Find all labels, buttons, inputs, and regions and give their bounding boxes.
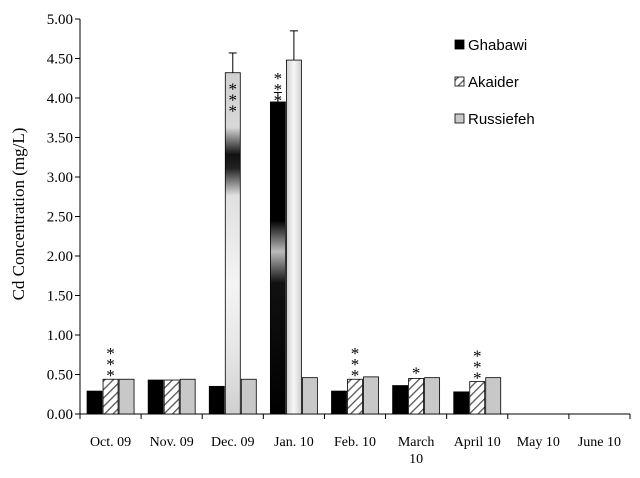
x-tick-label: 10 <box>409 452 423 467</box>
bar-ghabawi-0 <box>86 390 103 415</box>
x-tick-label: June 10 <box>578 435 621 450</box>
x-tick-label: Nov. 09 <box>150 435 194 450</box>
legend-swatch-akaider <box>454 76 465 87</box>
y-tick-label: 2.50 <box>47 210 73 226</box>
legend-label-russiefeh: Russiefeh <box>468 111 535 128</box>
y-tick-label: 0.00 <box>47 407 73 423</box>
bar-ghabawi-1 <box>147 379 164 415</box>
bar-akaider-0 <box>102 378 119 415</box>
y-tick-label: 2.00 <box>47 249 73 265</box>
bar-akaider-4 <box>347 378 363 415</box>
significance-marker: * * * <box>351 344 360 385</box>
legend-swatch-russiefeh <box>454 113 465 124</box>
y-tick-label: 1.50 <box>47 289 73 305</box>
bar-russiefeh-3 <box>301 377 318 415</box>
x-tick-label: Dec. 09 <box>211 435 255 450</box>
bar-akaider-5 <box>408 378 425 415</box>
y-tick-label: 4.50 <box>47 52 73 68</box>
significance-marker: * * * <box>106 344 115 385</box>
significance-marker: * * * <box>274 69 283 110</box>
bar-russiefeh-4 <box>363 376 379 415</box>
x-tick-label: Feb. 10 <box>334 435 376 450</box>
bar-russiefeh-0 <box>118 378 135 415</box>
bars-group <box>86 30 502 415</box>
x-tick-label: Jan. 10 <box>274 435 314 450</box>
bar-ghabawi-4 <box>331 390 347 415</box>
legend-swatch-ghabawi <box>454 39 465 50</box>
significance-marker: * * * <box>473 347 482 388</box>
bar-russiefeh-6 <box>485 377 502 415</box>
y-tick-label: 0.50 <box>47 368 73 384</box>
significance-annotations: * * ** * ** * ** * * ** * * <box>106 69 481 388</box>
y-tick-label: 3.50 <box>47 131 73 147</box>
x-axis: Oct. 09 Nov. 09 Dec. 09 Jan. 10 Feb. 10 March… <box>79 413 631 467</box>
significance-marker: * <box>412 363 421 382</box>
y-tick-label: 1.00 <box>47 328 73 344</box>
legend: Ghabawi Akaider Russiefeh <box>454 37 535 128</box>
x-tick-label: May 10 <box>517 435 560 450</box>
bar-akaider-2 <box>224 72 241 415</box>
bar-akaider-1 <box>163 379 180 415</box>
y-axis-title: Cd Concentration (mg/L) <box>9 128 28 301</box>
y-tick-label: 4.00 <box>47 91 73 107</box>
bar-russiefeh-2 <box>240 378 257 415</box>
y-axis: 0.00 0.50 1.00 1.50 2.00 2.50 3.00 3.50 4.00 4.50… <box>47 12 81 423</box>
bar-russiefeh-1 <box>179 378 196 415</box>
y-tick-label: 3.00 <box>47 170 73 186</box>
x-tick-label: April 10 <box>454 435 501 450</box>
bar-ghabawi-2 <box>208 385 225 415</box>
x-tick-label: Oct. 09 <box>90 435 131 450</box>
bar-akaider-6 <box>469 381 486 415</box>
bar-ghabawi-3 <box>269 101 286 415</box>
bar-russiefeh-5 <box>424 377 441 415</box>
bar-ghabawi-6 <box>453 391 470 415</box>
significance-marker: * * * <box>229 80 238 121</box>
bar-ghabawi-5 <box>392 385 409 415</box>
legend-label-ghabawi: Ghabawi <box>468 37 527 54</box>
y-tick-label: 5.00 <box>47 12 73 28</box>
x-tick-label: March <box>398 435 435 450</box>
bar-akaider-3 <box>285 59 302 415</box>
legend-label-akaider: Akaider <box>468 74 519 91</box>
